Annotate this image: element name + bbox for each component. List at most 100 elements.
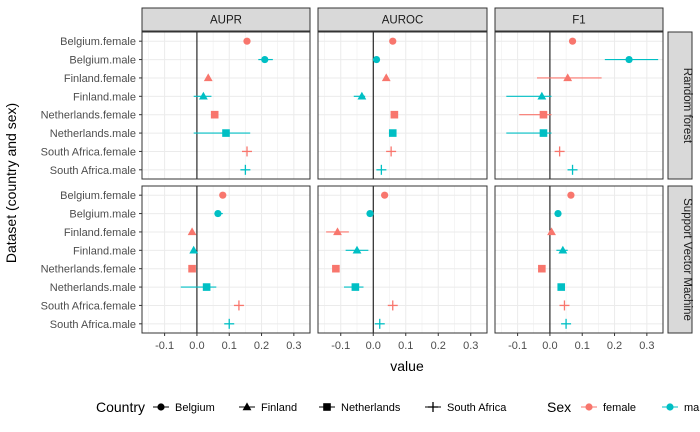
- data-point: [240, 164, 251, 175]
- x-tick-label: 0.2: [431, 340, 446, 352]
- y-tick-label: South Africa.male: [50, 165, 136, 177]
- data-point: [390, 110, 399, 119]
- panel-border: [141, 185, 311, 334]
- data-point: [203, 73, 213, 82]
- panel-svm-f1: Support Vector Machine -0.1 0.0 0.1 0.2 0.3: [494, 185, 693, 352]
- column-strip-label: F1: [572, 15, 585, 27]
- column-strip: [141, 7, 311, 32]
- y-tick-label: Finland.male: [73, 245, 136, 257]
- y-tick-label: Belgium.male: [69, 55, 136, 67]
- data-point: [539, 129, 548, 137]
- legend-country-label: Finland: [261, 402, 297, 414]
- data-point: [222, 129, 230, 137]
- x-tick-label: -0.1: [155, 340, 174, 352]
- data-point: [372, 55, 381, 64]
- data-point: [388, 129, 397, 137]
- legend: Country Belgium Finland Netherlands South A…: [96, 399, 700, 415]
- data-point: [202, 283, 211, 291]
- legend-country-item: South Africa: [425, 402, 507, 414]
- column-strip: [494, 7, 664, 32]
- y-tick-label: Netherlands.female: [41, 264, 136, 276]
- data-point: [332, 264, 340, 273]
- x-tick-label: 0.1: [222, 340, 237, 352]
- data-point: [357, 91, 367, 100]
- panel-border: [141, 31, 311, 180]
- data-point: [374, 318, 385, 329]
- column-strip-label: AUPR: [210, 15, 242, 27]
- data-point: [558, 245, 568, 254]
- legend-key-circle: [157, 403, 165, 411]
- x-tick-label: 0.2: [607, 340, 622, 352]
- data-point: [538, 264, 546, 273]
- x-tick-label: 0.0: [542, 340, 557, 352]
- y-tick-label: Belgium.male: [69, 209, 136, 221]
- column-strip: [317, 7, 488, 32]
- data-point: [187, 227, 197, 236]
- legend-sex-title: Sex: [547, 399, 571, 415]
- data-point: [389, 37, 397, 45]
- data-point: [387, 300, 398, 311]
- panel-background: [495, 186, 663, 333]
- data-point: [189, 245, 199, 254]
- x-tick-label: 0.1: [575, 340, 590, 352]
- y-tick-label: Belgium.female: [60, 190, 136, 202]
- panel-svm-auroc: -0.1 0.0 0.1 0.2 0.3: [317, 185, 488, 352]
- data-point: [559, 300, 570, 311]
- data-point: [381, 73, 391, 82]
- data-point: [625, 55, 633, 64]
- panel-random_forest-f1: F1 Random forest: [494, 7, 693, 180]
- data-point: [333, 227, 342, 236]
- panels-layer: AUPR Belgium.female Belgium.male Finland.fe…: [41, 7, 693, 352]
- legend-sex-label: female: [603, 402, 636, 414]
- data-point: [386, 146, 397, 157]
- y-tick-label: South Africa.male: [50, 319, 136, 331]
- y-tick-label: South Africa.female: [41, 300, 136, 312]
- x-tick-label: 0.3: [286, 340, 301, 352]
- panel-background: [142, 186, 310, 333]
- legend-sex-item: male: [662, 402, 700, 414]
- data-point: [242, 146, 252, 157]
- data-point: [366, 209, 374, 218]
- y-tick-label: Netherlands.male: [50, 128, 136, 140]
- data-point: [352, 245, 362, 254]
- y-tick-label: Belgium.female: [60, 36, 136, 48]
- data-point: [547, 227, 556, 236]
- panel-border: [494, 31, 664, 180]
- data-point: [563, 73, 573, 82]
- legend-key-circle: [585, 403, 593, 411]
- x-axis-title: value: [390, 358, 424, 374]
- data-point: [233, 300, 244, 311]
- data-point: [554, 146, 565, 157]
- data-point: [224, 318, 235, 329]
- panel-svm-aupr: Belgium.female Belgium.male Finland.female…: [41, 185, 311, 352]
- panel-border: [317, 31, 488, 180]
- x-tick-label: -0.1: [331, 340, 350, 352]
- panel-border: [494, 185, 664, 334]
- row-strip-label: Random forest: [681, 68, 693, 144]
- y-tick-label: Finland.male: [73, 91, 136, 103]
- x-tick-label: 0.3: [463, 340, 478, 352]
- legend-sex-item: female: [581, 402, 636, 414]
- legend-key-circle: [666, 403, 674, 411]
- row-strip: [667, 31, 693, 180]
- panel-random_forest-auroc: AUROC: [317, 7, 488, 180]
- data-point: [351, 283, 360, 291]
- data-point: [188, 264, 196, 273]
- data-point: [381, 191, 389, 199]
- x-tick-label: 0.2: [254, 340, 269, 352]
- x-tick-label: 0.0: [189, 340, 204, 352]
- y-tick-label: Finland.female: [64, 73, 136, 85]
- column-strip-label: AUROC: [382, 15, 424, 27]
- data-point: [243, 37, 251, 45]
- data-point: [554, 209, 562, 218]
- data-point: [568, 37, 577, 45]
- panel-background: [318, 186, 487, 333]
- data-point: [219, 191, 227, 199]
- data-point: [214, 209, 222, 218]
- legend-country-item: Belgium: [153, 402, 215, 414]
- legend-country-label: Belgium: [175, 402, 215, 414]
- legend-key-plus: [428, 402, 438, 412]
- panel-background: [495, 32, 663, 179]
- x-tick-label: 0.0: [366, 340, 381, 352]
- data-point: [537, 91, 547, 100]
